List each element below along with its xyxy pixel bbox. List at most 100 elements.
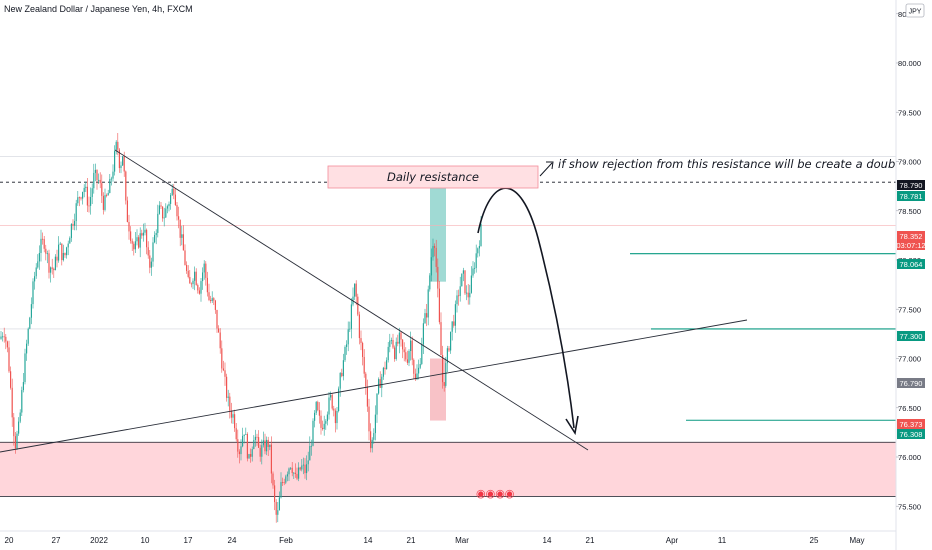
currency-badge[interactable]: JPY	[905, 3, 925, 18]
candle-body	[157, 213, 159, 233]
candle-body	[86, 186, 88, 206]
candle-body	[309, 446, 311, 461]
candle-body	[450, 331, 452, 351]
candle-body	[35, 267, 37, 277]
candle-body	[221, 348, 223, 369]
candle-body	[62, 253, 64, 261]
candle-body	[334, 410, 336, 424]
candle-body	[227, 396, 229, 398]
candle-body	[371, 439, 373, 449]
candle-body	[370, 431, 372, 449]
candle-body	[294, 472, 296, 474]
price-tag-bg	[897, 240, 925, 250]
candle-body	[2, 336, 4, 338]
candle-body	[80, 197, 82, 199]
y-tick-label: 79.000	[898, 158, 921, 167]
economic-events-icons[interactable]: ◉◉◉◉	[476, 487, 514, 500]
candle-body	[205, 263, 207, 278]
candle-body	[245, 434, 247, 435]
candle-body	[410, 340, 412, 352]
candle-body	[290, 467, 292, 469]
candle-body	[250, 454, 252, 457]
candle-body	[82, 191, 84, 199]
pink-highlight-bar	[430, 358, 446, 421]
candle-body	[432, 245, 434, 258]
candle-body	[296, 473, 298, 479]
candle-body	[443, 382, 445, 386]
candle-body	[170, 195, 172, 204]
double-top-projection-arrow[interactable]	[477, 187, 575, 429]
candle-body	[434, 245, 436, 248]
candle-body	[211, 298, 213, 302]
analysis-note[interactable]: if show rejection from this resistance w…	[558, 157, 928, 171]
candle-body	[430, 257, 432, 276]
candle-body	[203, 263, 205, 273]
candle-body	[176, 204, 178, 217]
candle-body	[360, 338, 362, 343]
candle-body	[90, 197, 92, 206]
candle-body	[6, 341, 8, 348]
price-tag: 78.790	[900, 181, 923, 190]
candle-body	[318, 410, 320, 416]
candle-body	[469, 292, 471, 298]
candle-body	[302, 464, 304, 466]
candle-body	[328, 397, 330, 415]
price-tag-bg	[897, 180, 925, 190]
price-tag-bg	[897, 419, 925, 429]
candle-body	[283, 482, 285, 484]
ascending-trendline[interactable]	[0, 319, 748, 453]
time-axis[interactable]: 20 27 2022 10 17 24 Feb 14 21 Mar 14 21 Apr 11 25 May	[0, 530, 896, 545]
candle-body	[261, 445, 263, 457]
candle-body	[200, 281, 202, 294]
candle-body	[234, 414, 236, 429]
candles-layer	[0, 133, 482, 523]
candle-body	[165, 208, 167, 218]
candle-body	[102, 195, 104, 210]
price-tag-bg	[897, 231, 925, 241]
x-tick-label: 14	[364, 536, 373, 545]
candle-body	[138, 237, 140, 248]
y-tick-label: 76.500	[898, 404, 921, 413]
symbol-title: New Zealand Dollar / Japanese Yen, 4h, F…	[4, 4, 193, 14]
candle-body	[26, 343, 28, 354]
candle-body	[405, 352, 407, 360]
candle-body	[3, 336, 5, 338]
candle-body	[331, 394, 333, 409]
price-tag-bg	[897, 191, 925, 201]
candle-body	[210, 300, 212, 302]
candle-body	[459, 286, 461, 296]
price-tag: 76.790	[900, 379, 923, 388]
y-tick-label: 78.500	[898, 207, 921, 216]
candle-body	[254, 436, 256, 440]
price-tag-bg	[897, 429, 925, 439]
candle-body	[134, 241, 136, 250]
candle-body	[298, 467, 300, 479]
candle-body	[264, 440, 266, 452]
candle-body	[224, 370, 226, 377]
candle-body	[474, 268, 476, 269]
note-pointer-arrow	[539, 161, 554, 177]
candle-body	[339, 372, 341, 389]
candle-body	[373, 433, 375, 440]
price-axis[interactable]: 80.50080.00079.50079.00078.50078.00077.5…	[895, 0, 932, 550]
candle-body	[243, 434, 245, 436]
support-zone	[0, 442, 896, 497]
candle-body	[346, 344, 348, 347]
candle-body	[16, 433, 18, 449]
candle-body	[251, 449, 253, 457]
candle-body	[66, 247, 68, 256]
candle-body	[454, 304, 456, 326]
x-tick-label: 21	[586, 536, 595, 545]
candle-body	[232, 414, 234, 418]
candle-body	[230, 410, 232, 418]
candle-body	[258, 437, 260, 448]
candle-body	[368, 406, 370, 432]
candle-body	[144, 229, 146, 233]
candle-body	[77, 197, 79, 204]
resistance-label-box[interactable]: Daily resistance	[327, 165, 539, 189]
candle-body	[150, 261, 152, 268]
descending-trendline[interactable]	[114, 149, 589, 451]
candle-body	[240, 446, 242, 455]
x-tick-label: Apr	[666, 536, 679, 545]
